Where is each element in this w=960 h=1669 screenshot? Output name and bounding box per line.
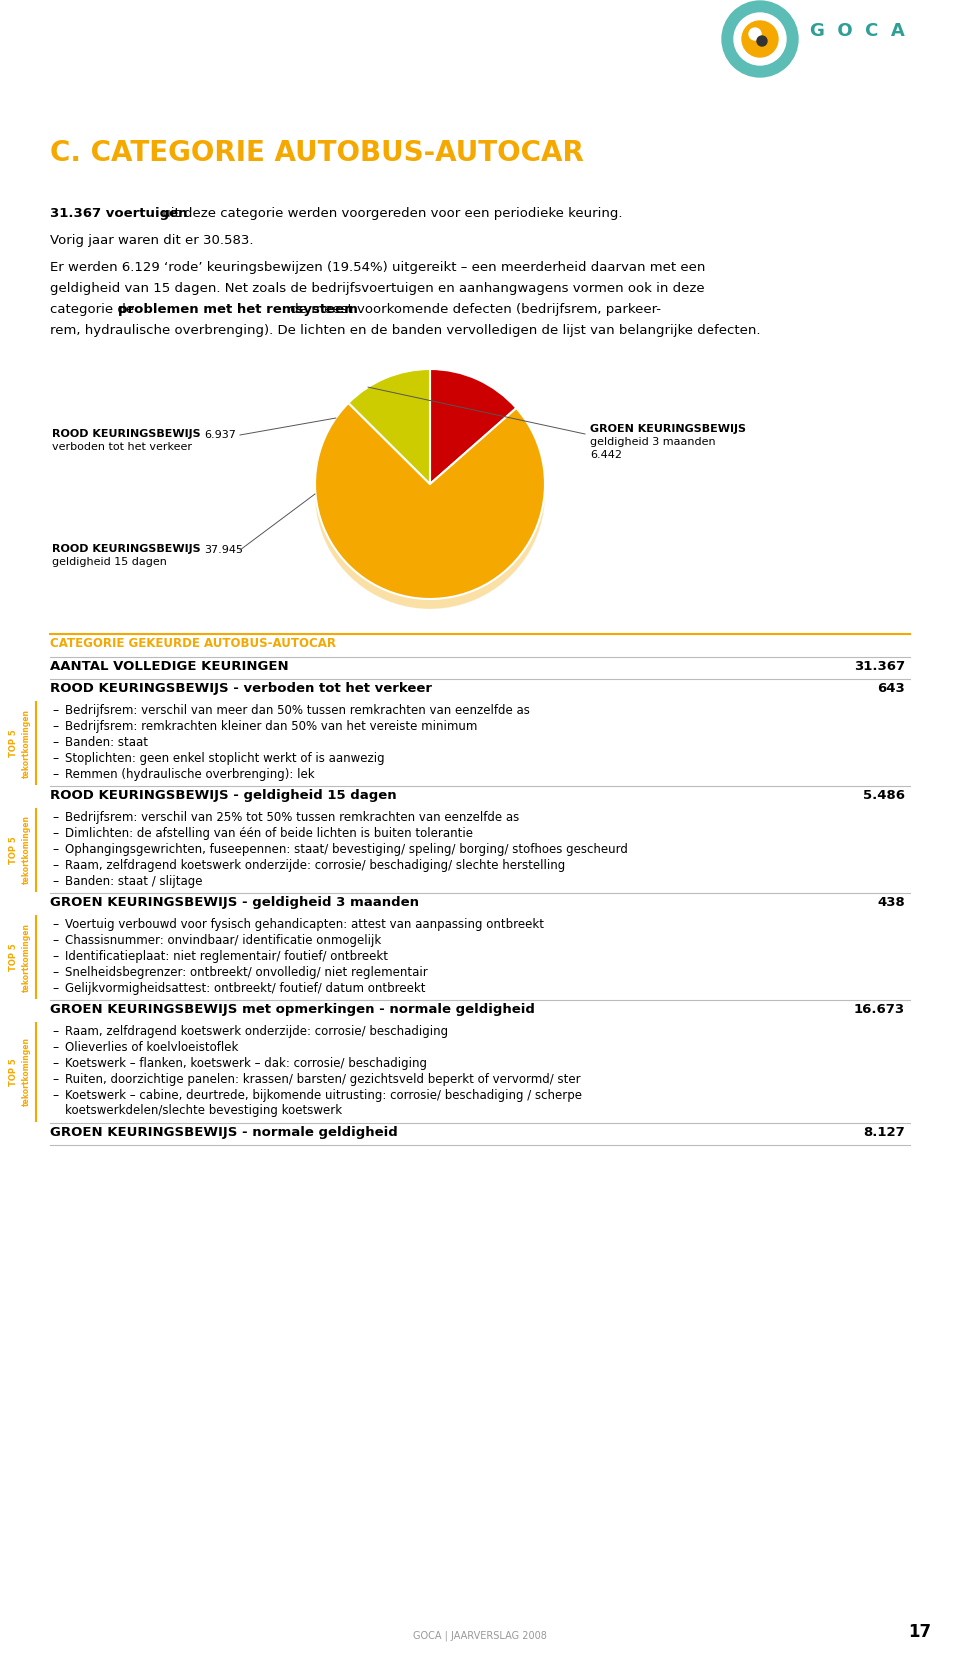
- Text: C. CATEGORIE AUTOBUS-AUTOCAR: C. CATEGORIE AUTOBUS-AUTOCAR: [50, 139, 584, 167]
- Text: 5.486: 5.486: [863, 789, 905, 803]
- Text: –: –: [52, 981, 59, 995]
- Text: ROOD KEURINGSBEWIJS - geldigheid 15 dagen: ROOD KEURINGSBEWIJS - geldigheid 15 dage…: [50, 789, 396, 803]
- Text: Identificatieplaat: niet reglementair/ foutief/ ontbreekt: Identificatieplaat: niet reglementair/ f…: [65, 950, 388, 963]
- Text: –: –: [52, 768, 59, 781]
- Text: –: –: [52, 918, 59, 931]
- Text: de meest voorkomende defecten (bedrijfsrem, parkeer-: de meest voorkomende defecten (bedrijfsr…: [286, 304, 661, 315]
- Text: ROOD KEURINGSBEWIJS: ROOD KEURINGSBEWIJS: [52, 429, 201, 439]
- Wedge shape: [348, 379, 430, 494]
- Text: categorie de: categorie de: [50, 304, 138, 315]
- Text: GROEN KEURINGSBEWIJS: GROEN KEURINGSBEWIJS: [590, 424, 746, 434]
- Text: 16.673: 16.673: [853, 1003, 905, 1016]
- Text: Ophangingsgewrichten, fuseepennen: staat/ bevestiging/ speling/ borging/ stofhoe: Ophangingsgewrichten, fuseepennen: staat…: [65, 843, 628, 856]
- Text: uit deze categorie werden voorgereden voor een periodieke keuring.: uit deze categorie werden voorgereden vo…: [158, 207, 622, 220]
- Text: –: –: [52, 935, 59, 946]
- Text: Bedrijfsrem: verschil van 25% tot 50% tussen remkrachten van eenzelfde as: Bedrijfsrem: verschil van 25% tot 50% tu…: [65, 811, 519, 824]
- Text: Er werden 6.129 ‘rode’ keuringsbewijzen (19.54%) uitgereikt – een meerderheid da: Er werden 6.129 ‘rode’ keuringsbewijzen …: [50, 260, 706, 274]
- Text: Dimlichten: de afstelling van één of beide lichten is buiten tolerantie: Dimlichten: de afstelling van één of bei…: [65, 828, 473, 840]
- Text: Banden: staat / slijtage: Banden: staat / slijtage: [65, 875, 203, 888]
- Text: verboden tot het verkeer: verboden tot het verkeer: [52, 442, 192, 452]
- Circle shape: [749, 28, 761, 40]
- Text: tekortkomingen: tekortkomingen: [21, 709, 31, 778]
- Text: AANTAL VOLLEDIGE KEURINGEN: AANTAL VOLLEDIGE KEURINGEN: [50, 659, 289, 673]
- Text: Raam, zelfdragend koetswerk onderzijde: corrosie/ beschadiging: Raam, zelfdragend koetswerk onderzijde: …: [65, 1025, 448, 1038]
- Text: 8.127: 8.127: [863, 1127, 905, 1138]
- Text: geldigheid 15 dagen: geldigheid 15 dagen: [52, 557, 167, 567]
- Text: –: –: [52, 736, 59, 749]
- Text: GOCA | JAARVERSLAG 2008: GOCA | JAARVERSLAG 2008: [413, 1631, 547, 1641]
- Text: 438: 438: [877, 896, 905, 910]
- Text: –: –: [52, 1073, 59, 1087]
- Text: Vorig jaar waren dit er 30.583.: Vorig jaar waren dit er 30.583.: [50, 234, 253, 247]
- Text: Olieverlies of koelvloeistoflek: Olieverlies of koelvloeistoflek: [65, 1041, 238, 1055]
- Text: –: –: [52, 719, 59, 733]
- Text: problemen met het remsysteem: problemen met het remsysteem: [118, 304, 358, 315]
- Text: Chassisnummer: onvindbaar/ identificatie onmogelijk: Chassisnummer: onvindbaar/ identificatie…: [65, 935, 381, 946]
- Text: Voertuig verbouwd voor fysisch gehandicapten: attest van aanpassing ontbreekt: Voertuig verbouwd voor fysisch gehandica…: [65, 918, 544, 931]
- Text: TOP 5: TOP 5: [10, 943, 18, 971]
- Text: geldigheid van 15 dagen. Net zoals de bedrijfsvoertuigen en aanhangwagens vormen: geldigheid van 15 dagen. Net zoals de be…: [50, 282, 705, 295]
- Text: GROEN KEURINGSBEWIJS met opmerkingen - normale geldigheid: GROEN KEURINGSBEWIJS met opmerkingen - n…: [50, 1003, 535, 1016]
- Text: –: –: [52, 875, 59, 888]
- Text: rem, hydraulische overbrenging). De lichten en de banden vervolledigen de lijst : rem, hydraulische overbrenging). De lich…: [50, 324, 760, 337]
- Text: tekortkomingen: tekortkomingen: [21, 923, 31, 991]
- Text: –: –: [52, 1025, 59, 1038]
- Text: GROEN KEURINGSBEWIJS - normale geldigheid: GROEN KEURINGSBEWIJS - normale geldighei…: [50, 1127, 397, 1138]
- Text: –: –: [52, 811, 59, 824]
- Circle shape: [722, 2, 798, 77]
- Text: –: –: [52, 966, 59, 980]
- Wedge shape: [430, 369, 516, 484]
- Text: tekortkomingen: tekortkomingen: [21, 1038, 31, 1107]
- Wedge shape: [430, 379, 516, 494]
- Text: –: –: [52, 843, 59, 856]
- Wedge shape: [315, 412, 545, 609]
- Text: TOP 5: TOP 5: [10, 836, 18, 865]
- Wedge shape: [348, 369, 430, 484]
- Text: geldigheid 3 maanden: geldigheid 3 maanden: [590, 437, 715, 447]
- Text: TOP 5: TOP 5: [10, 729, 18, 756]
- Text: 643: 643: [877, 683, 905, 694]
- Text: –: –: [52, 860, 59, 871]
- Text: ROOD KEURINGSBEWIJS: ROOD KEURINGSBEWIJS: [52, 544, 201, 554]
- Text: CATEGORIE GEKEURDE AUTOBUS-AUTOCAR: CATEGORIE GEKEURDE AUTOBUS-AUTOCAR: [50, 638, 336, 649]
- Text: Banden: staat: Banden: staat: [65, 736, 148, 749]
- Text: GROEN KEURINGSBEWIJS - geldigheid 3 maanden: GROEN KEURINGSBEWIJS - geldigheid 3 maan…: [50, 896, 419, 910]
- Text: 31.367: 31.367: [853, 659, 905, 673]
- Text: Koetswerk – flanken, koetswerk – dak: corrosie/ beschadiging: Koetswerk – flanken, koetswerk – dak: co…: [65, 1056, 427, 1070]
- Text: 31.367 voertuigen: 31.367 voertuigen: [50, 207, 187, 220]
- Text: Remmen (hydraulische overbrenging): lek: Remmen (hydraulische overbrenging): lek: [65, 768, 315, 781]
- Text: –: –: [52, 828, 59, 840]
- Text: Koetswerk – cabine, deurtrede, bijkomende uitrusting: corrosie/ beschadiging / s: Koetswerk – cabine, deurtrede, bijkomend…: [65, 1088, 582, 1117]
- Text: Raam, zelfdragend koetswerk onderzijde: corrosie/ beschadiging/ slechte herstell: Raam, zelfdragend koetswerk onderzijde: …: [65, 860, 565, 871]
- Text: Bedrijfsrem: remkrachten kleiner dan 50% van het vereiste minimum: Bedrijfsrem: remkrachten kleiner dan 50%…: [65, 719, 477, 733]
- Text: tekortkomingen: tekortkomingen: [21, 816, 31, 885]
- Text: TOP 5: TOP 5: [10, 1058, 18, 1087]
- Text: –: –: [52, 1088, 59, 1102]
- Text: 6.937: 6.937: [204, 431, 236, 441]
- Text: 17: 17: [908, 1622, 931, 1641]
- Text: 6.442: 6.442: [590, 451, 622, 461]
- Text: Snelheidsbegrenzer: ontbreekt/ onvolledig/ niet reglementair: Snelheidsbegrenzer: ontbreekt/ onvolledi…: [65, 966, 428, 980]
- Text: Bedrijfsrem: verschil van meer dan 50% tussen remkrachten van eenzelfde as: Bedrijfsrem: verschil van meer dan 50% t…: [65, 704, 530, 718]
- Circle shape: [734, 13, 786, 65]
- Text: Stoplichten: geen enkel stoplicht werkt of is aanwezig: Stoplichten: geen enkel stoplicht werkt …: [65, 753, 385, 764]
- Circle shape: [757, 37, 767, 47]
- Text: –: –: [52, 1056, 59, 1070]
- Text: –: –: [52, 1041, 59, 1055]
- Text: G  O  C  A: G O C A: [810, 22, 904, 40]
- Text: 37.945: 37.945: [204, 546, 243, 556]
- Text: Ruiten, doorzichtige panelen: krassen/ barsten/ gezichtsveld beperkt of vervormd: Ruiten, doorzichtige panelen: krassen/ b…: [65, 1073, 581, 1087]
- Circle shape: [742, 22, 778, 57]
- Text: Gelijkvormigheidsattest: ontbreekt/ foutief/ datum ontbreekt: Gelijkvormigheidsattest: ontbreekt/ fout…: [65, 981, 425, 995]
- Text: –: –: [52, 950, 59, 963]
- Text: –: –: [52, 753, 59, 764]
- Text: ROOD KEURINGSBEWIJS - verboden tot het verkeer: ROOD KEURINGSBEWIJS - verboden tot het v…: [50, 683, 432, 694]
- Text: –: –: [52, 704, 59, 718]
- Wedge shape: [315, 402, 545, 599]
